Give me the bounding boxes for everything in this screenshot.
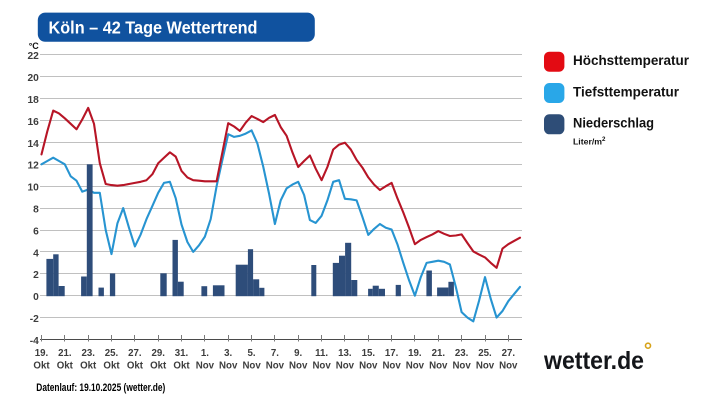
svg-text:Okt: Okt	[57, 360, 74, 371]
svg-text:Nov: Nov	[452, 360, 471, 371]
svg-text:Okt: Okt	[103, 360, 120, 371]
svg-text:-4: -4	[30, 336, 39, 347]
svg-text:wetter.de: wetter.de	[543, 347, 644, 375]
svg-text:5.: 5.	[248, 348, 256, 359]
svg-text:19.: 19.	[408, 348, 422, 359]
svg-text:Nov: Nov	[312, 360, 331, 371]
svg-text:Nov: Nov	[242, 360, 261, 371]
svg-text:6: 6	[33, 226, 39, 237]
svg-text:Nov: Nov	[429, 360, 448, 371]
svg-text:7.: 7.	[271, 348, 279, 359]
svg-text:Okt: Okt	[127, 360, 144, 371]
svg-text:11.: 11.	[315, 348, 328, 359]
svg-text:Okt: Okt	[80, 360, 97, 371]
svg-text:8: 8	[33, 205, 39, 216]
svg-text:17.: 17.	[385, 348, 399, 359]
svg-text:21.: 21.	[432, 348, 446, 359]
svg-text:25.: 25.	[105, 348, 119, 359]
svg-text:27.: 27.	[502, 348, 516, 359]
svg-text:Nov: Nov	[219, 360, 238, 371]
svg-text:18: 18	[27, 95, 39, 106]
svg-text:9.: 9.	[294, 348, 302, 359]
svg-text:Liter/m2: Liter/m2	[573, 136, 606, 146]
svg-text:Okt: Okt	[33, 360, 50, 371]
svg-text:31.: 31.	[175, 348, 189, 359]
svg-text:Köln – 42 Tage Wettertrend: Köln – 42 Tage Wettertrend	[49, 18, 258, 38]
svg-text:°C: °C	[29, 41, 40, 51]
svg-text:Niederschlag: Niederschlag	[573, 116, 654, 132]
svg-text:Tiefsttemperatur: Tiefsttemperatur	[573, 84, 679, 100]
svg-text:Datenlauf: 19.10.2025 (wetter.: Datenlauf: 19.10.2025 (wetter.de)	[36, 382, 165, 394]
svg-text:3.: 3.	[224, 348, 232, 359]
svg-text:15.: 15.	[362, 348, 376, 359]
svg-text:Nov: Nov	[196, 360, 215, 371]
svg-text:14: 14	[27, 139, 39, 150]
svg-text:Nov: Nov	[382, 360, 401, 371]
svg-text:16: 16	[27, 117, 39, 128]
svg-text:29.: 29.	[151, 348, 165, 359]
svg-text:Nov: Nov	[476, 360, 495, 371]
svg-text:13.: 13.	[338, 348, 352, 359]
svg-text:Nov: Nov	[336, 360, 355, 371]
svg-text:12: 12	[27, 161, 39, 172]
svg-text:Höchsttemperatur: Höchsttemperatur	[573, 53, 689, 69]
svg-text:1.: 1.	[201, 348, 209, 359]
svg-text:Okt: Okt	[173, 360, 190, 371]
svg-text:19.: 19.	[35, 348, 49, 359]
svg-text:Nov: Nov	[406, 360, 425, 371]
svg-text:23.: 23.	[81, 348, 95, 359]
svg-text:Nov: Nov	[289, 360, 308, 371]
svg-text:22: 22	[27, 51, 39, 62]
svg-text:Nov: Nov	[266, 360, 285, 371]
svg-text:Nov: Nov	[499, 360, 518, 371]
svg-text:4: 4	[33, 248, 39, 259]
svg-text:20: 20	[27, 73, 39, 84]
svg-text:Nov: Nov	[359, 360, 378, 371]
svg-text:0: 0	[33, 292, 39, 303]
svg-text:-2: -2	[30, 314, 39, 325]
svg-text:10: 10	[27, 183, 39, 194]
svg-text:Okt: Okt	[150, 360, 167, 371]
svg-text:23.: 23.	[455, 348, 469, 359]
svg-text:27.: 27.	[128, 348, 142, 359]
svg-text:21.: 21.	[58, 348, 72, 359]
svg-text:2: 2	[33, 270, 39, 281]
svg-text:25.: 25.	[478, 348, 492, 359]
